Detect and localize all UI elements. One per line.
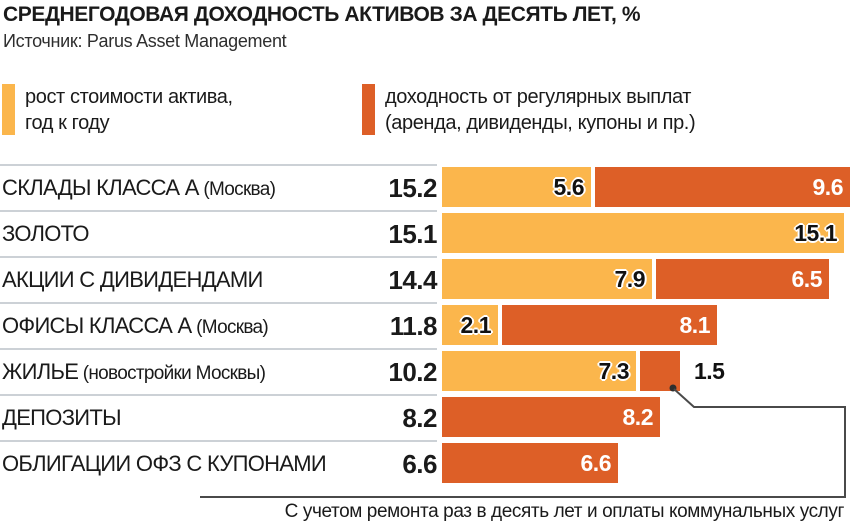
chart-row: ОБЛИГАЦИИ ОФЗ С КУПОНАМИ 6.6 6.6 [0, 440, 850, 486]
legend-growth-line1: рост стоимости актива, [25, 86, 233, 108]
row-category: ЗОЛОТО [2, 221, 90, 246]
row-bars: 7.9 6.5 [442, 259, 829, 299]
row-left: ДЕПОЗИТЫ 8.2 [2, 396, 437, 440]
row-left: СКЛАДЫ КЛАССА А (Москва) 15.2 [2, 166, 437, 210]
row-bars: 8.2 [442, 397, 660, 437]
row-left: ЗОЛОТО 15.1 [2, 212, 437, 256]
footnote-text: С учетом ремонта раз в десять лет и опла… [284, 501, 845, 522]
legend-payout-label: доходность от регулярных выплат (аренда,… [385, 84, 696, 136]
row-left: ЖИЛЬЕ (новостройки Москвы) 10.2 [2, 350, 437, 394]
payout-bar [640, 351, 680, 391]
chart-row: ЖИЛЬЕ (новостройки Москвы) 10.2 7.3 1.5 [0, 348, 850, 394]
row-category-paren: (новостройки Москвы) [78, 363, 266, 384]
legend-payout-line1: доходность от регулярных выплат [385, 86, 692, 108]
row-left: АКЦИИ С ДИВИДЕНДАМИ 14.4 [2, 258, 437, 302]
row-category: ДЕПОЗИТЫ [2, 405, 122, 430]
legend-payout-line2: (аренда, дивиденды, купоны и пр.) [385, 112, 696, 134]
payout-bar: 9.6 [595, 167, 850, 207]
row-bars: 15.1 [442, 213, 844, 253]
growth-bar: 15.1 [442, 213, 844, 253]
row-category-paren: (Москва) [198, 179, 276, 200]
row-total: 6.6 [402, 448, 437, 479]
chart-row: ДЕПОЗИТЫ 8.2 8.2 [0, 394, 850, 440]
legend-growth-label: рост стоимости актива, год к году [25, 84, 233, 136]
payout-value: 8.2 [622, 403, 654, 430]
row-left: ОБЛИГАЦИИ ОФЗ С КУПОНАМИ 6.6 [2, 442, 437, 486]
chart-row: СКЛАДЫ КЛАССА А (Москва) 15.2 5.6 9.6 [0, 164, 850, 210]
legend-growth-line2: год к году [25, 112, 110, 134]
growth-value: 5.6 [553, 173, 585, 200]
row-bars: 2.1 8.1 [442, 305, 717, 345]
legend-item-growth: рост стоимости актива, год к году [2, 84, 233, 136]
growth-bar: 7.9 [442, 259, 652, 299]
growth-value: 7.3 [598, 357, 630, 384]
legend-item-payout: доходность от регулярных выплат (аренда,… [362, 84, 696, 136]
row-category: АКЦИИ С ДИВИДЕНДАМИ [2, 267, 263, 292]
payout-value-outside: 1.5 [694, 357, 725, 384]
row-total: 10.2 [388, 356, 437, 387]
source-caption: Источник: Parus Asset Management [3, 31, 287, 51]
chart-row: ЗОЛОТО 15.1 15.1 [0, 210, 850, 256]
growth-value: 15.1 [794, 219, 837, 246]
page-title: СРЕДНЕГОДОВАЯ ДОХОДНОСТЬ АКТИВОВ ЗА ДЕСЯ… [3, 3, 641, 26]
payout-bar: 8.2 [442, 397, 660, 437]
row-bars: 5.6 9.6 [442, 167, 850, 207]
growth-bar: 5.6 [442, 167, 591, 207]
payout-value: 9.6 [812, 173, 844, 200]
payout-bar: 6.5 [656, 259, 829, 299]
growth-bar: 2.1 [442, 305, 498, 345]
row-total: 14.4 [388, 264, 437, 295]
chart-rows: СКЛАДЫ КЛАССА А (Москва) 15.2 5.6 9.6 ЗОЛОТО… [0, 164, 850, 486]
row-category: ЖИЛЬЕ (новостройки Москвы) [2, 359, 266, 384]
growth-bar: 7.3 [442, 351, 636, 391]
payout-value: 6.5 [791, 265, 823, 292]
legend: рост стоимости актива, год к году доходн… [2, 84, 848, 140]
row-total: 15.2 [388, 172, 437, 203]
growth-value: 2.1 [460, 311, 492, 338]
chart-row: АКЦИИ С ДИВИДЕНДАМИ 14.4 7.9 6.5 [0, 256, 850, 302]
row-category: ОФИСЫ КЛАССА А (Москва) [2, 313, 269, 338]
payout-color-swatch [362, 84, 375, 135]
payout-value: 6.6 [580, 449, 612, 476]
payout-bar: 6.6 [442, 443, 618, 483]
payout-value: 8.1 [679, 311, 711, 338]
growth-value: 7.9 [614, 265, 646, 292]
row-category: ОБЛИГАЦИИ ОФЗ С КУПОНАМИ [2, 451, 327, 476]
row-category-paren: (Москва) [191, 317, 269, 338]
row-left: ОФИСЫ КЛАССА А (Москва) 11.8 [2, 304, 438, 348]
row-total: 11.8 [389, 310, 438, 341]
growth-color-swatch [2, 84, 15, 135]
row-bars: 6.6 [442, 443, 618, 483]
row-bars: 7.3 1.5 [442, 351, 725, 391]
row-category: СКЛАДЫ КЛАССА А (Москва) [2, 175, 276, 200]
chart-row: ОФИСЫ КЛАССА А (Москва) 11.8 2.1 8.1 [0, 302, 850, 348]
row-total: 8.2 [402, 402, 437, 433]
row-total: 15.1 [388, 218, 437, 249]
payout-bar: 8.1 [502, 305, 717, 345]
